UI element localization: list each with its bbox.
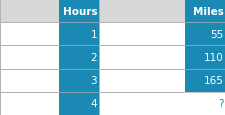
Bar xyxy=(0,23,99,46)
Text: 165: 165 xyxy=(203,76,223,85)
Bar xyxy=(0,0,99,23)
Bar xyxy=(99,92,225,115)
Text: 110: 110 xyxy=(203,53,223,62)
Bar xyxy=(0,46,99,69)
Bar xyxy=(0,23,99,46)
Text: 3: 3 xyxy=(90,76,97,85)
Bar xyxy=(0,69,99,92)
Text: Miles: Miles xyxy=(192,7,223,16)
Bar xyxy=(184,46,225,69)
Text: 2: 2 xyxy=(90,53,97,62)
Bar xyxy=(58,69,99,92)
Bar xyxy=(99,23,225,46)
Bar xyxy=(58,0,99,23)
Text: Hours: Hours xyxy=(62,7,97,16)
Bar xyxy=(0,69,99,92)
Text: 55: 55 xyxy=(209,30,223,39)
Text: 1: 1 xyxy=(90,30,97,39)
Bar xyxy=(58,23,99,46)
Bar xyxy=(184,92,225,115)
Bar xyxy=(0,0,99,23)
Bar xyxy=(99,46,225,69)
Bar xyxy=(0,92,99,115)
Bar xyxy=(99,69,225,92)
Bar xyxy=(99,92,225,115)
Bar xyxy=(184,23,225,46)
Bar xyxy=(184,69,225,92)
Text: 4: 4 xyxy=(90,99,97,108)
Bar xyxy=(99,23,225,46)
Bar xyxy=(58,92,99,115)
Bar xyxy=(0,92,99,115)
Bar xyxy=(184,0,225,23)
Bar xyxy=(99,0,225,23)
Bar xyxy=(99,69,225,92)
Text: ?: ? xyxy=(217,99,223,108)
Bar xyxy=(99,0,225,23)
Bar xyxy=(0,46,99,69)
Bar xyxy=(99,46,225,69)
Bar xyxy=(58,46,99,69)
